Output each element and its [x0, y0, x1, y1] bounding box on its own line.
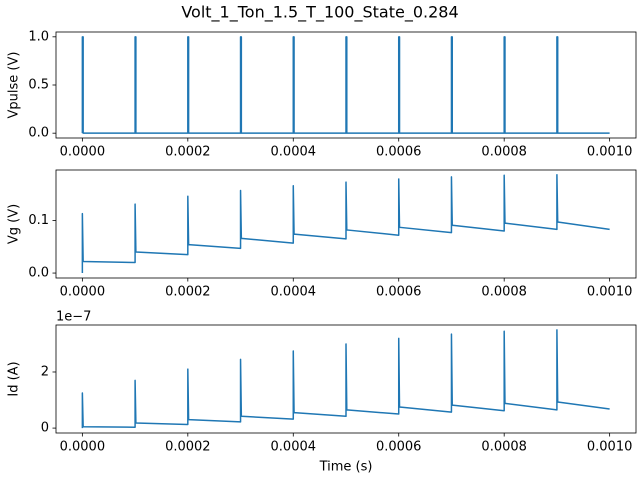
y-axis-label: Id (A): [7, 361, 22, 396]
x-tick-label: 0.0010: [587, 285, 633, 300]
x-tick-label: 0.0002: [165, 285, 211, 300]
x-tick-label: 0.0004: [271, 440, 317, 455]
y-tick-label: 1.0: [28, 29, 49, 44]
x-tick-label: 0.0000: [60, 440, 106, 455]
x-tick-label: 0.0000: [60, 285, 106, 300]
x-tick-label: 0.0010: [587, 440, 633, 455]
y-tick-label: 0.0: [28, 126, 49, 141]
x-axis-label: Time (s): [319, 460, 373, 475]
x-tick-label: 0.0008: [481, 285, 527, 300]
figure-title: Volt_1_Ton_1.5_T_100_State_0.284: [181, 3, 458, 23]
x-tick-label: 0.0000: [60, 145, 106, 160]
x-tick-label: 0.0004: [271, 145, 317, 160]
axes-frame: [55, 324, 637, 434]
x-tick-label: 0.0002: [165, 440, 211, 455]
offset-label: 1e−7: [56, 310, 91, 325]
y-tick-label: 0: [41, 421, 49, 436]
x-tick-label: 0.0006: [376, 285, 422, 300]
axes-frame: [55, 169, 637, 279]
y-tick-label: 0.5: [28, 78, 49, 93]
y-axis-label: Vg (V): [7, 204, 22, 244]
x-tick-label: 0.0004: [271, 285, 317, 300]
x-tick-label: 0.0006: [376, 440, 422, 455]
y-tick-label: 2: [41, 364, 49, 379]
y-axis-label: Vpulse (V): [7, 52, 22, 119]
x-tick-label: 0.0010: [587, 145, 633, 160]
data-line: [81, 36, 610, 134]
y-tick-label: 0.1: [28, 213, 49, 228]
y-tick-label: 0.0: [28, 266, 49, 281]
x-tick-label: 0.0008: [481, 440, 527, 455]
data-line: [81, 173, 610, 274]
x-tick-label: 0.0006: [376, 145, 422, 160]
x-tick-label: 0.0008: [481, 145, 527, 160]
data-line: [81, 329, 610, 429]
x-tick-label: 0.0002: [165, 145, 211, 160]
